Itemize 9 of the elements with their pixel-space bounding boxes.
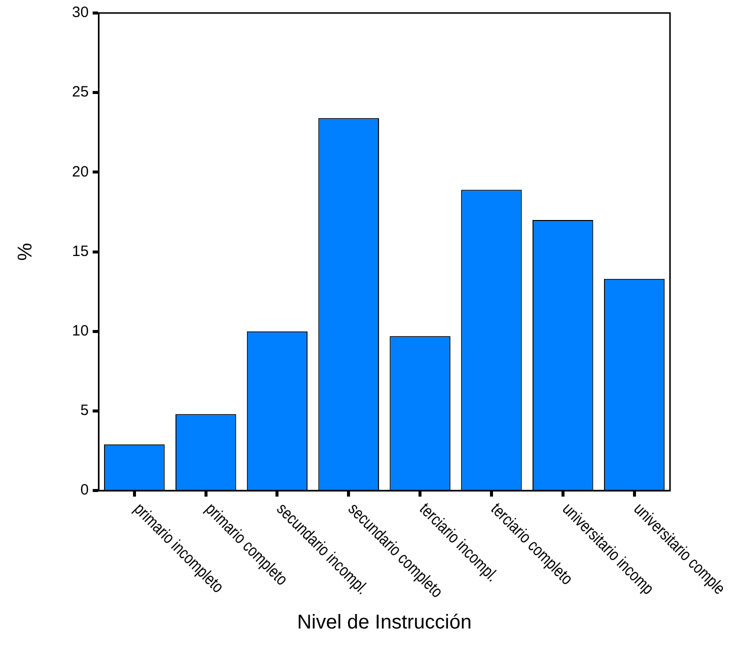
y-tick-label: 25 xyxy=(72,84,89,101)
x-axis-title: Nivel de Instrucción xyxy=(297,612,472,634)
y-tick-label: 0 xyxy=(80,482,89,499)
y-tick-label: 10 xyxy=(72,322,89,340)
y-tick-label: 5 xyxy=(80,402,89,420)
y-tick-label: 15 xyxy=(72,242,89,260)
y-tick-label: 20 xyxy=(72,163,89,180)
y-tick-label: 30 xyxy=(72,4,89,22)
y-axis-title: % xyxy=(14,242,37,261)
